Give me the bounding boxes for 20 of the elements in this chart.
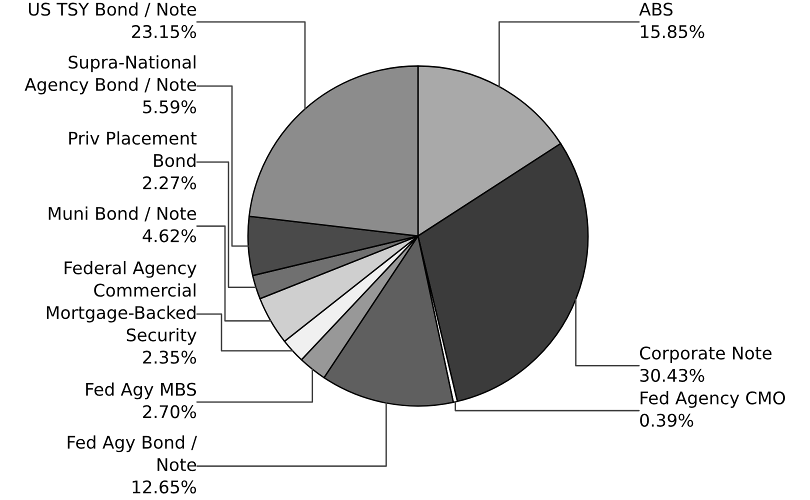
slice-label: ABS bbox=[639, 2, 673, 16]
data-label: 0.39% bbox=[640, 414, 694, 427]
data-label: 15.85% bbox=[640, 25, 704, 38]
slice-label: Priv Placement Bond bbox=[69, 131, 197, 168]
data-label: 5.59% bbox=[143, 100, 196, 114]
data-label: 2.27% bbox=[143, 176, 196, 190]
data-label: 2.35% bbox=[143, 350, 196, 364]
data-label: 23.15% bbox=[132, 25, 196, 38]
slice-label: US TSY Bond / Note bbox=[28, 2, 196, 18]
slice-label: Fed Agy Bond / Note bbox=[68, 435, 197, 472]
slice-label: Muni Bond / Note bbox=[48, 206, 196, 222]
data-label: 4.62% bbox=[142, 229, 196, 242]
slice-label: Fed Agy MBS bbox=[86, 382, 196, 400]
slice-label: Supra-National Agency Bond / Note bbox=[24, 55, 196, 94]
data-label: 30.43% bbox=[640, 368, 704, 382]
data-label: 12.65% bbox=[132, 480, 196, 494]
data-label: 2.70% bbox=[143, 405, 196, 418]
slice-label: Federal Agency Commercial Mortgage-Backed Security bbox=[46, 260, 196, 345]
slice-label: Corporate Note bbox=[640, 346, 772, 363]
slice-label: Fed Agency CMO bbox=[640, 391, 785, 408]
